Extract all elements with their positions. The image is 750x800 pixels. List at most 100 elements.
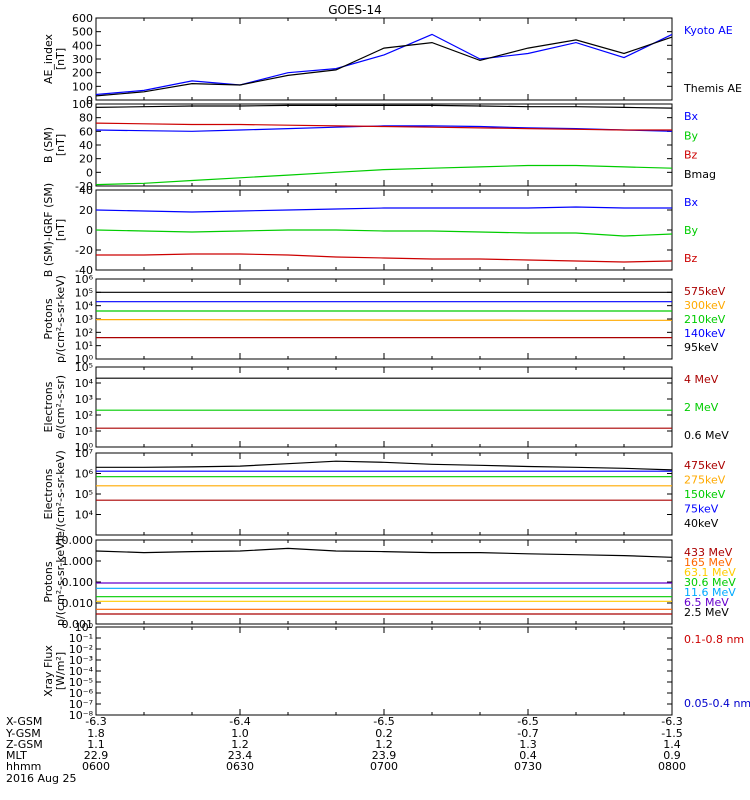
panel-ylabel: [nT] [54, 48, 67, 70]
panel-ylabel: AE_index [42, 33, 55, 84]
y-tick-label: 400 [72, 39, 93, 52]
footer-value: -6.3 [85, 715, 106, 728]
footer-value: 1.1 [87, 738, 105, 751]
y-tick-label: 10⁻⁴ [69, 665, 94, 678]
legend-entry: Bmag [684, 168, 716, 181]
y-tick-label: 100 [72, 98, 93, 111]
series-line-themis-ae [95, 36, 673, 97]
legend-entry: 95keV [684, 341, 719, 354]
panel-electrons2: 10⁴ 10⁵ 10⁶ 10⁷ Electrons e/(cm²-s-sr-keV) 475… [42, 447, 726, 538]
panel-frame [95, 17, 673, 101]
legend-entry: 433 MeV [684, 546, 733, 559]
footer-value: 1.3 [519, 738, 537, 751]
y-tick-label: 20 [79, 153, 93, 166]
y-tick-label: 10² [75, 326, 93, 339]
panel-protons2: 0.001 0.010 0.100 1.000 10.000 Protons p/(cm²-… [42, 534, 736, 631]
legend-entry: 575keV [684, 285, 726, 298]
y-tick-label: 10⁻² [69, 643, 93, 656]
footer-value: 0.4 [519, 749, 537, 762]
y-tick-label: 10⁻¹ [69, 632, 93, 645]
panel-frame [95, 103, 673, 187]
y-tick-label: 10⁻⁶ [69, 687, 94, 700]
y-tick-label: -20 [75, 244, 93, 257]
footer-row-label: X-GSM [6, 715, 42, 728]
panel-frame [95, 366, 673, 448]
legend-entry: 300keV [684, 299, 726, 312]
panel-ylabel: p/(cm²-s-sr-keV) [54, 538, 67, 626]
panel-ylabel: Electrons [42, 468, 55, 519]
legend-entry: Bz [684, 252, 698, 265]
y-tick-label: 10.000 [55, 534, 94, 547]
footer-value: 0.2 [375, 727, 393, 740]
y-tick-label: 10⁻³ [69, 654, 93, 667]
series-line-kyoto-ae [95, 33, 673, 96]
legend-entry: Bx [684, 196, 699, 209]
legend-entry: 4 MeV [684, 373, 719, 386]
series-line-300kev [96, 319, 672, 321]
legend-entry: 6.5 MeV [684, 596, 729, 609]
footer-value: 1.0 [231, 727, 249, 740]
panel-ylabel: Electrons [42, 381, 55, 432]
footer-value: 0630 [226, 760, 254, 773]
legend-entry: 140keV [684, 327, 726, 340]
legend-entry: Bz [684, 149, 698, 162]
y-tick-label: 10⁰ [75, 353, 94, 366]
y-tick-label: 10⁶ [75, 468, 94, 481]
footer-row-label: Z-GSM [6, 738, 43, 751]
footer-value: -1.5 [661, 727, 682, 740]
legend-entry: 63.1 MeV [684, 566, 736, 579]
y-tick-label: 0 [86, 166, 93, 179]
footer-value: 0730 [514, 760, 542, 773]
y-tick-label: 1.000 [62, 555, 94, 568]
y-tick-label: 10⁻⁸ [69, 709, 94, 722]
legend-entry: 150keV [684, 488, 726, 501]
y-tick-label: 10⁴ [75, 509, 94, 522]
legend-entry: 2.5 MeV [684, 606, 729, 619]
panel-frame [95, 539, 673, 625]
y-tick-label: 10¹ [75, 340, 93, 353]
legend-entry: 475keV [684, 459, 726, 472]
panel-frame [95, 278, 673, 360]
y-tick-label: 500 [72, 26, 93, 39]
legend-entry: 75keV [684, 503, 719, 516]
footer-value: 1.8 [87, 727, 105, 740]
y-tick-label: 10³ [75, 393, 93, 406]
y-tick-label: 10⁰ [75, 441, 94, 454]
y-tick-label: 100 [72, 80, 93, 93]
y-tick-label: 10⁶ [75, 273, 94, 286]
panel-frame [95, 452, 673, 536]
legend-entry: Themis AE [683, 82, 742, 95]
y-tick-label: 10⁵ [75, 488, 93, 501]
series-line-bx [95, 206, 672, 213]
y-tick-label: 10⁵ [75, 286, 93, 299]
footer-value: 23.9 [372, 749, 397, 762]
y-tick-label: 10⁻⁷ [69, 698, 93, 711]
footer-value: 1.4 [663, 738, 681, 751]
series-line-by [95, 229, 673, 237]
footer-row-label: Y-GSM [5, 727, 41, 740]
plot-title: GOES-14 [328, 3, 382, 17]
y-tick-label: 10⁻⁵ [69, 676, 93, 689]
y-tick-label: 200 [72, 67, 93, 80]
legend-entry: 165 MeV [684, 556, 733, 569]
footer-value: 0700 [370, 760, 398, 773]
y-tick-label: 300 [72, 53, 93, 66]
y-tick-label: 0.100 [62, 576, 94, 589]
y-tick-label: 600 [72, 12, 93, 25]
panel-frame [95, 626, 673, 716]
panel-ylabel: p/(cm²-s-sr-keV) [54, 275, 67, 363]
y-tick-label: 0.010 [62, 597, 94, 610]
legend-entry: 40keV [684, 517, 719, 530]
series-line-bmag [95, 104, 673, 109]
footer-value: 0800 [658, 760, 686, 773]
legend-entry: 210keV [684, 313, 726, 326]
footer-value: 1.2 [375, 738, 393, 751]
y-tick-label: 60 [79, 125, 93, 138]
footer-row-label: MLT [6, 749, 27, 762]
y-tick-label: 10¹ [75, 425, 93, 438]
y-tick-label: 20 [79, 204, 93, 217]
y-tick-label: 0 [86, 224, 93, 237]
